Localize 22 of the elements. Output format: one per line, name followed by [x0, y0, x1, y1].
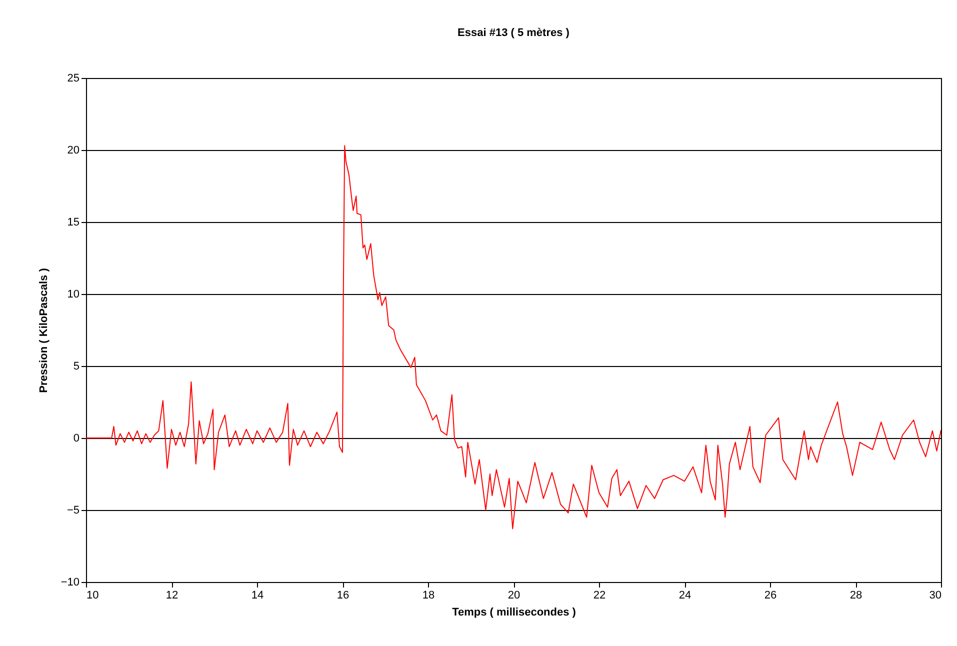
x-tick-label: 28: [850, 590, 862, 602]
x-axis-title: Temps ( millisecondes ): [452, 606, 576, 618]
x-tick-label: 24: [678, 590, 692, 602]
x-tick-label: 14: [251, 590, 264, 602]
x-tick-label: 10: [86, 590, 99, 602]
x-tick-label: 12: [166, 590, 178, 602]
x-tick-label: 22: [593, 590, 606, 602]
y-tick-label: −5: [66, 504, 80, 516]
x-tick-label: 30: [929, 590, 942, 602]
x-tick-label: 26: [764, 590, 777, 602]
y-tick-label: 0: [73, 432, 80, 444]
chart-title: Essai #13 ( 5 mètres ): [458, 27, 570, 39]
y-tick-label: 10: [67, 288, 80, 300]
y-tick-label: 25: [67, 72, 80, 84]
y-tick-label: 20: [67, 144, 80, 156]
x-tick-label: 18: [422, 590, 435, 602]
x-tick-label: 20: [508, 590, 520, 602]
y-tick-label: 15: [67, 216, 80, 228]
y-axis-title: Pression ( KiloPascals ): [38, 268, 50, 393]
y-tick-label: 5: [73, 360, 80, 372]
y-tick-label: −10: [60, 576, 80, 588]
x-tick-label: 16: [336, 590, 350, 602]
